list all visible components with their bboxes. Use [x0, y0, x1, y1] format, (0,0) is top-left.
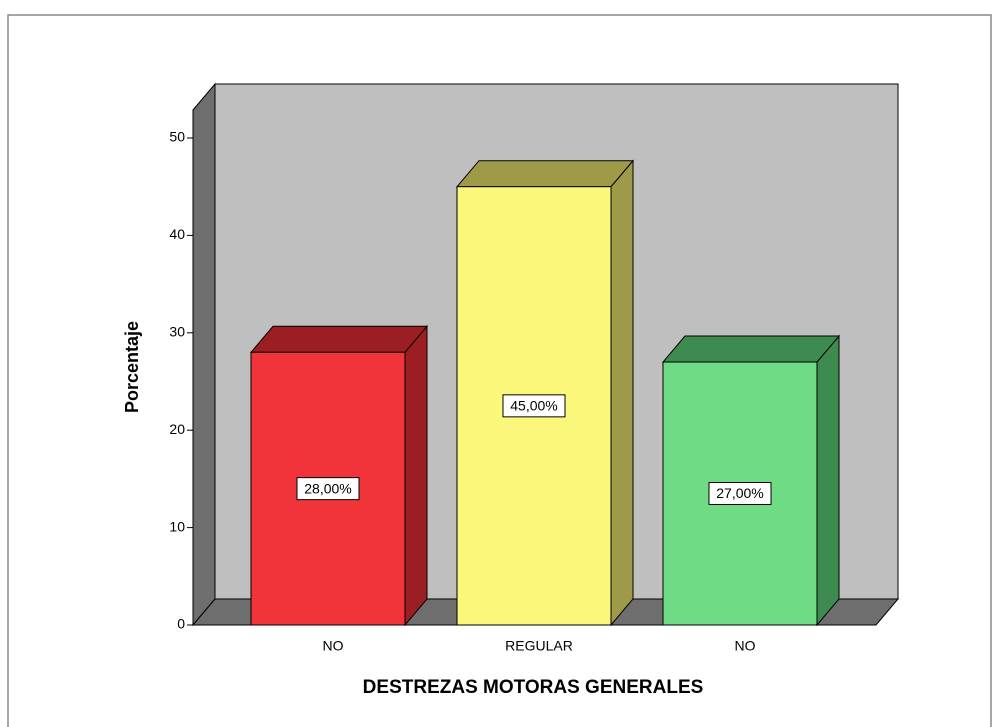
- y-tick-label: 40: [169, 226, 185, 242]
- x-tick-label: REGULAR: [505, 638, 573, 654]
- value-label: 27,00%: [716, 485, 763, 501]
- value-label: 28,00%: [304, 480, 351, 496]
- x-tick-label: NO: [323, 638, 344, 654]
- y-tick-label: 0: [177, 616, 185, 632]
- bar-side: [404, 324, 428, 627]
- y-tick-label: 20: [169, 421, 185, 437]
- bar-side: [816, 334, 840, 627]
- bar-top: [455, 160, 635, 188]
- y-axis-title: Porcentaje: [122, 321, 142, 413]
- value-label: 45,00%: [510, 398, 557, 414]
- bar-side: [610, 159, 634, 627]
- side-wall: [192, 82, 216, 627]
- x-tick-label: NO: [735, 638, 756, 654]
- x-axis-title: DESTREZAS MOTORAS GENERALES: [363, 677, 704, 698]
- y-tick-label: 10: [169, 518, 185, 534]
- value-label-box: [708, 482, 772, 506]
- bar-top: [249, 325, 429, 353]
- bar-top: [661, 335, 841, 363]
- y-tick-label: 30: [169, 324, 185, 340]
- value-label-box: [502, 394, 566, 418]
- value-label-box: [296, 477, 360, 501]
- y-tick-label: 50: [169, 129, 185, 145]
